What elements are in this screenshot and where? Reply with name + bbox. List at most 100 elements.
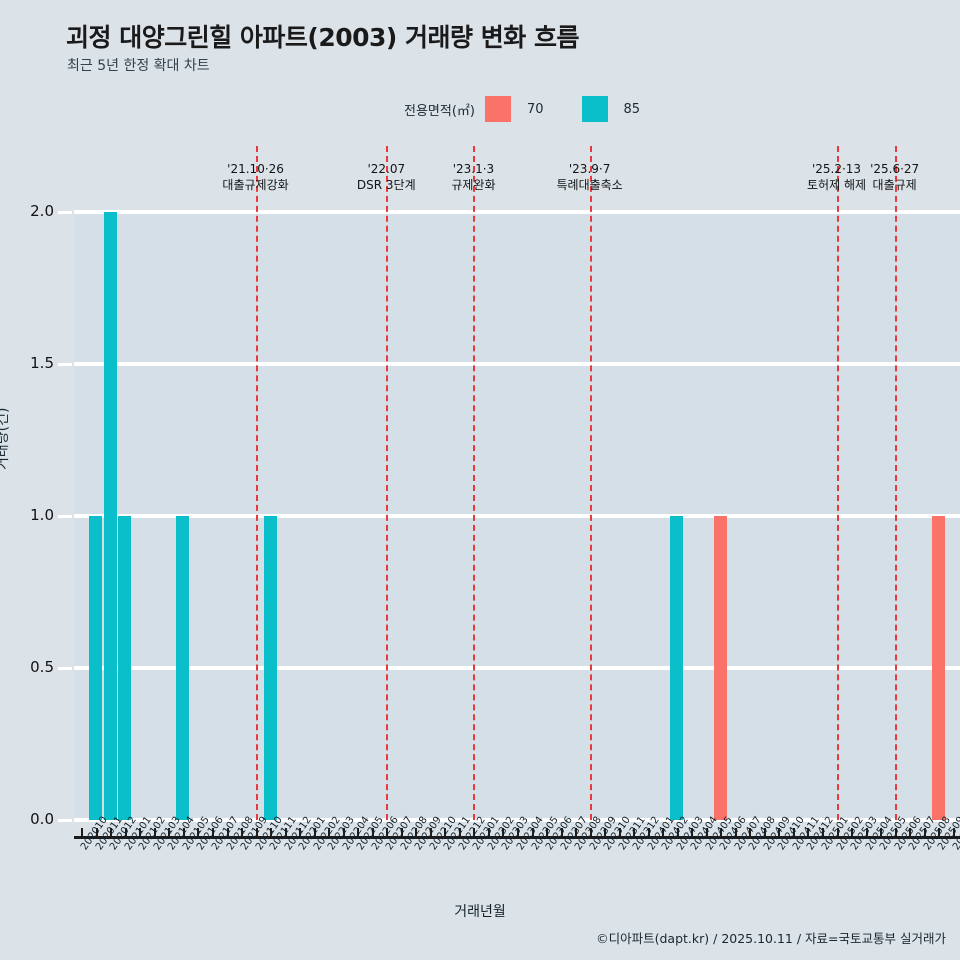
x-tick-mark — [313, 828, 316, 839]
x-tick-mark — [502, 828, 505, 839]
bar[interactable] — [263, 516, 277, 820]
event-annotation: '25.2·13 토허제 해제 — [777, 162, 897, 194]
x-tick-mark — [153, 828, 156, 839]
x-tick-mark — [211, 828, 214, 839]
x-tick-mark — [284, 828, 287, 839]
event-text: 규제완화 — [451, 178, 496, 192]
event-annotation: '23.9·7 특례대출축소 — [530, 162, 650, 194]
x-tick-mark — [357, 828, 360, 839]
x-tick-mark — [880, 828, 883, 839]
event-line — [589, 146, 592, 820]
x-tick-mark — [749, 828, 752, 839]
x-tick-mark — [734, 828, 737, 839]
x-tick-mark — [429, 828, 432, 839]
x-tick-mark — [836, 828, 839, 839]
gridline — [74, 818, 960, 822]
bar[interactable] — [103, 212, 117, 820]
event-text: 토허제 해제 — [807, 178, 867, 192]
x-tick-mark — [778, 828, 781, 839]
x-tick-mark — [575, 828, 578, 839]
bar[interactable] — [670, 516, 684, 820]
event-date: '25.2·13 — [811, 162, 862, 176]
legend-item-70[interactable]: 70 — [484, 96, 574, 122]
x-tick-mark — [226, 828, 229, 839]
bar[interactable] — [931, 516, 945, 820]
x-tick-mark — [168, 828, 171, 839]
y-tick-mark — [58, 667, 72, 670]
x-tick-mark — [763, 828, 766, 839]
x-tick-mark — [400, 828, 403, 839]
x-tick-mark — [705, 828, 708, 839]
event-text: DSR 3단계 — [356, 178, 416, 192]
x-tick-mark — [792, 828, 795, 839]
x-tick-mark — [720, 828, 723, 839]
x-axis-title: 거래년월 — [454, 904, 506, 920]
x-tick-mark — [95, 828, 98, 839]
event-date: '23.1·3 — [452, 162, 495, 176]
legend-label-70: 70 — [526, 101, 544, 117]
y-axis-title: 거래량(건) — [0, 407, 11, 470]
x-tick-mark — [633, 828, 636, 839]
x-tick-mark — [676, 828, 679, 839]
y-tick-mark — [58, 819, 72, 822]
x-tick-mark — [139, 828, 142, 839]
y-axis: 거래량(건) 0.0 0.5 1.0 1.5 2.0 — [0, 0, 74, 960]
x-tick-mark — [517, 828, 519, 839]
y-tick-label: 1.5 — [30, 354, 54, 372]
event-date: '23.9·7 — [568, 162, 611, 176]
event-annotation: '25.6·27 대출규제 — [835, 162, 955, 194]
event-line — [386, 146, 389, 820]
x-tick-mark — [952, 828, 955, 839]
x-tick-mark — [604, 828, 607, 839]
x-tick-mark — [546, 828, 549, 839]
x-tick-mark — [299, 828, 302, 839]
y-tick-label: 1.0 — [30, 506, 54, 524]
event-text: 대출규제 — [872, 178, 917, 192]
y-tick-label: 2.0 — [30, 202, 54, 220]
x-tick-mark — [270, 828, 273, 839]
y-tick-mark — [58, 515, 72, 518]
x-tick-mark — [865, 828, 868, 839]
gridline — [74, 362, 960, 366]
legend-item-85[interactable]: 85 — [581, 96, 671, 122]
event-line — [255, 146, 258, 820]
legend-swatch-70 — [484, 96, 511, 122]
x-tick-mark — [851, 828, 854, 839]
x-tick-mark — [255, 828, 258, 839]
event-annotation: '23.1·3 규제완화 — [413, 162, 533, 194]
x-tick-mark — [894, 828, 897, 839]
x-tick-mark — [328, 828, 331, 839]
gridline — [74, 666, 960, 670]
y-tick-label: 0.5 — [30, 658, 54, 676]
x-tick-mark — [923, 828, 926, 839]
x-tick-mark — [342, 828, 345, 839]
event-annotation: '21.10·26 대출규제강화 — [196, 162, 316, 194]
bar[interactable] — [118, 516, 132, 820]
bar[interactable] — [89, 516, 103, 820]
x-tick-mark — [691, 828, 694, 839]
y-tick-mark — [58, 363, 72, 366]
gridline — [74, 210, 960, 214]
event-annotation: '22.07 DSR 3단계 — [326, 162, 446, 194]
x-tick-mark — [386, 828, 389, 839]
x-tick-mark — [473, 828, 476, 839]
x-tick-mark — [444, 828, 447, 839]
x-tick-mark — [662, 828, 665, 839]
x-tick-mark — [81, 828, 84, 839]
gridline — [74, 514, 960, 518]
x-tick-mark — [560, 828, 563, 839]
event-text: 대출규제강화 — [222, 178, 289, 192]
x-tick-mark — [124, 828, 127, 839]
x-tick-mark — [647, 828, 650, 839]
bar[interactable] — [176, 516, 190, 820]
chart-subtitle: 최근 5년 한정 확대 차트 — [67, 58, 210, 74]
legend: 전용면적(㎡) 70 85 — [404, 96, 678, 122]
plot-area — [74, 146, 960, 822]
legend-label-85: 85 — [623, 101, 641, 117]
bar[interactable] — [713, 516, 727, 820]
x-tick-mark — [531, 828, 534, 839]
event-date: '22.07 — [367, 162, 406, 176]
y-tick-mark — [58, 211, 72, 214]
x-tick-mark — [618, 828, 621, 839]
event-date: '25.6·27 — [870, 162, 920, 176]
